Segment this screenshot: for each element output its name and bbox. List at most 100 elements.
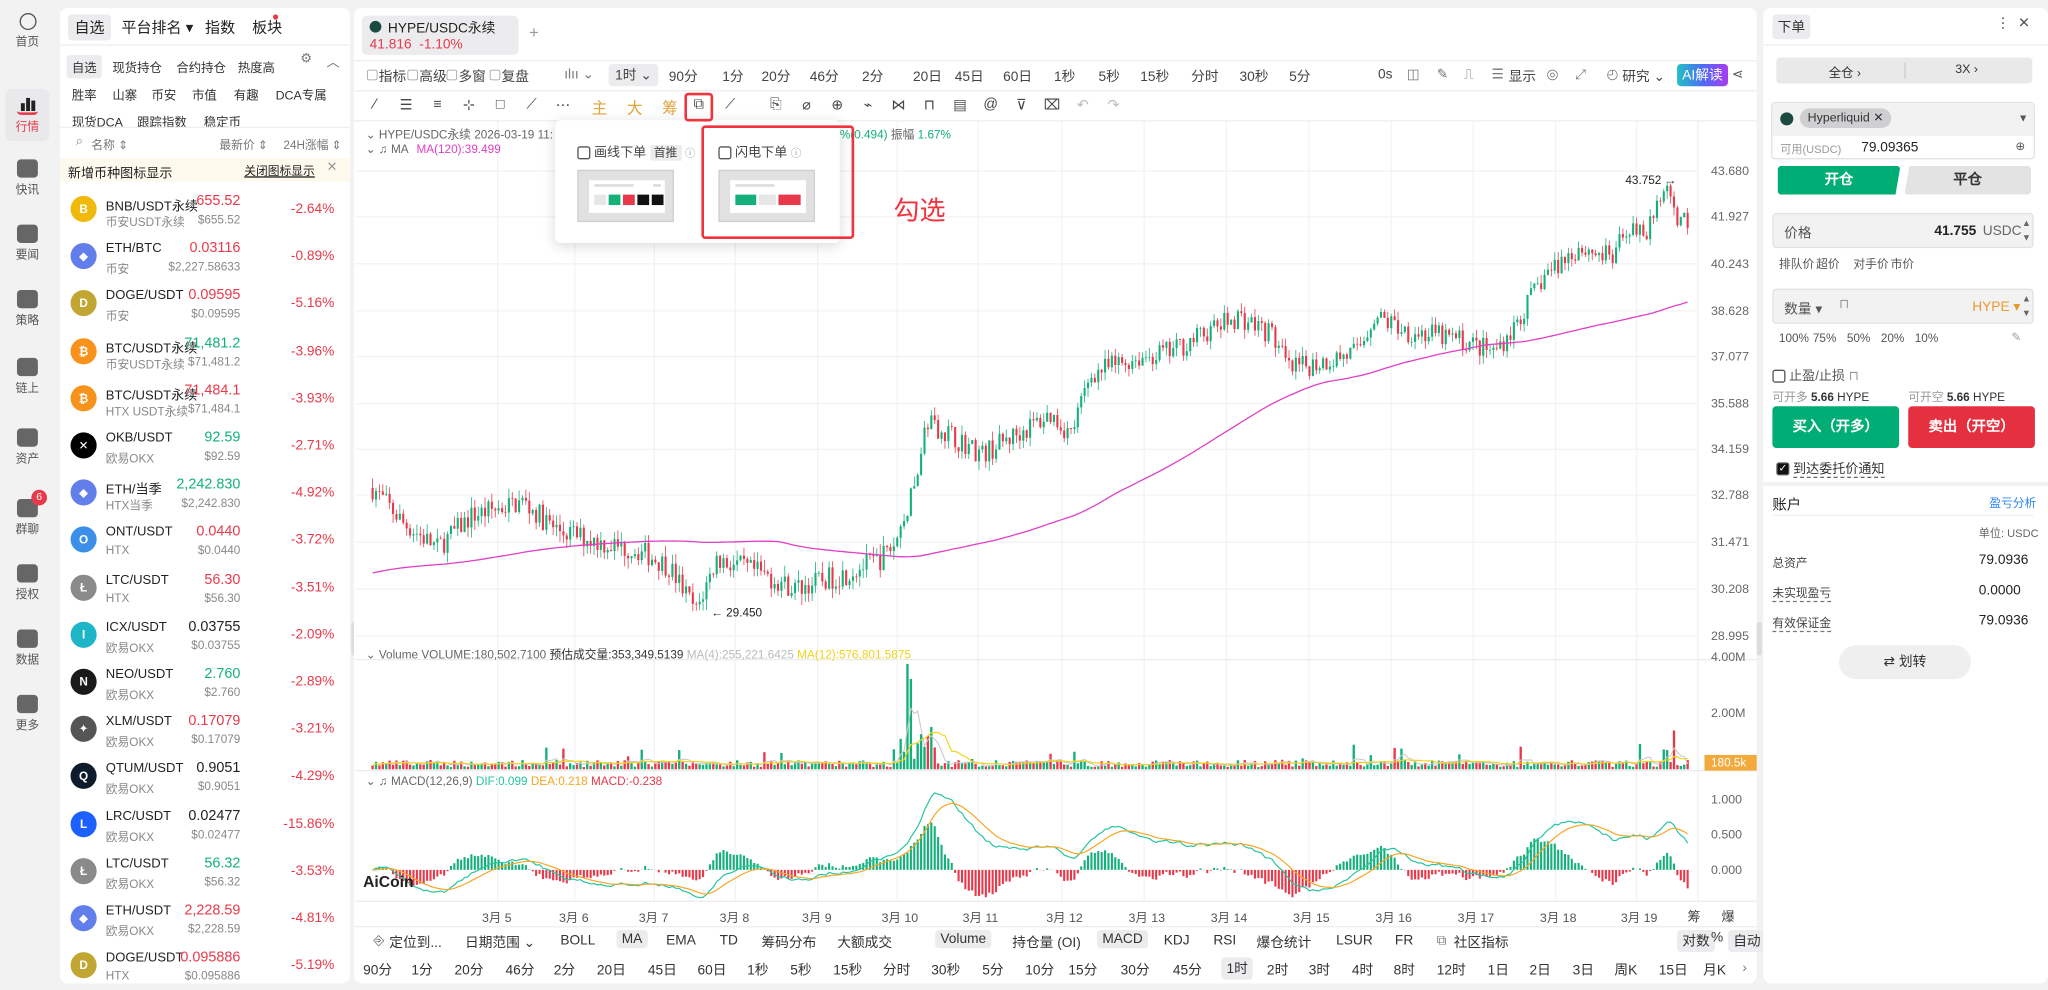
edit-icon[interactable]: ✎: [2011, 330, 2021, 344]
indicator-main[interactable]: BOLL: [560, 933, 595, 949]
indicator-main[interactable]: MA: [616, 930, 647, 948]
nav-item-2[interactable]: 快讯: [5, 157, 49, 201]
transfer-button[interactable]: ⇄ 划转: [1839, 645, 1971, 679]
interval-option[interactable]: 2分: [554, 960, 575, 980]
tpsl-checkbox[interactable]: [1772, 370, 1785, 383]
price-input[interactable]: 价格 41.755 USDC ▲▼: [1772, 213, 2033, 248]
interval-option[interactable]: 5分: [982, 960, 1003, 980]
buy-long-button[interactable]: 买入（开多）: [1772, 406, 1899, 448]
dropdown-caret-icon[interactable]: ▼: [2018, 112, 2028, 124]
indicator-main[interactable]: 筹码分布: [761, 933, 816, 953]
interval-option[interactable]: 45日: [648, 960, 677, 980]
interval-option[interactable]: 8时: [1394, 960, 1415, 980]
close-panel-icon[interactable]: ✕: [2018, 14, 2030, 31]
indicator-main[interactable]: EMA: [666, 933, 696, 949]
line-order-option[interactable]: 画线下单 首推 ⓘ: [577, 141, 695, 161]
scale-option[interactable]: 自动: [1728, 930, 1766, 952]
interval-option[interactable]: 12时: [1437, 960, 1466, 980]
interval-option[interactable]: 45分: [1173, 960, 1202, 980]
interval-option[interactable]: 2时: [1267, 960, 1288, 980]
pnl-analysis-link[interactable]: 盈亏分析: [1989, 494, 2036, 511]
chip-distribution-toggle[interactable]: 筹: [1688, 905, 1701, 925]
open-position-tab[interactable]: 开仓: [1778, 166, 1901, 195]
price-type-option[interactable]: 对手价: [1853, 255, 1888, 272]
scale-option[interactable]: %: [1711, 930, 1723, 946]
price-type-option[interactable]: 超价: [1816, 255, 1840, 272]
interval-option[interactable]: 分时: [883, 960, 910, 980]
line-order-preview[interactable]: [577, 170, 674, 222]
quantity-input[interactable]: 数量 ▾ ⊓ HYPE ▾ ▲▼: [1772, 289, 2033, 324]
interval-option[interactable]: 1分: [411, 960, 432, 980]
quantity-unit[interactable]: HYPE ▾: [1972, 299, 2020, 315]
indicator-sub[interactable]: FR: [1395, 933, 1413, 949]
collapse-icon[interactable]: ⌄: [366, 648, 379, 661]
interval-option[interactable]: 1时: [1221, 957, 1253, 979]
nav-item-10[interactable]: 更多: [5, 692, 49, 736]
help-icon[interactable]: ⓘ: [685, 148, 695, 160]
indicator-sub[interactable]: MACD: [1097, 930, 1148, 948]
interval-option[interactable]: 46分: [505, 960, 534, 980]
interval-option[interactable]: 30秒: [931, 960, 960, 980]
interval-option[interactable]: 15分: [1068, 960, 1097, 980]
date-range-button[interactable]: 日期范围 ⌄: [465, 933, 535, 953]
interval-option[interactable]: 周K: [1614, 960, 1637, 980]
nav-item-4[interactable]: 策略: [5, 287, 49, 331]
interval-option[interactable]: 2日: [1529, 960, 1550, 980]
nav-item-8[interactable]: 授权: [5, 562, 49, 606]
margin-mode-button[interactable]: 全仓 ›: [1829, 63, 1861, 81]
add-funds-icon[interactable]: ⊕: [2015, 140, 2025, 154]
interval-option[interactable]: 3日: [1573, 960, 1594, 980]
interval-option[interactable]: 4时: [1352, 960, 1373, 980]
indicator-sub[interactable]: RSI: [1213, 933, 1236, 949]
nav-item-6[interactable]: 资产: [5, 426, 49, 470]
interval-option[interactable]: 90分: [363, 960, 392, 980]
lock-icon[interactable]: ⊓: [1839, 298, 1849, 312]
indicator-sub[interactable]: LSUR: [1336, 933, 1373, 949]
price-stepper[interactable]: ▲▼: [2022, 217, 2031, 246]
nav-item-3[interactable]: 要闻: [5, 222, 49, 266]
sell-short-button[interactable]: 卖出（开空）: [1908, 406, 2035, 448]
nav-item-1[interactable]: 行情: [5, 89, 49, 141]
interval-option[interactable]: 10分: [1025, 960, 1054, 980]
exchange-account-selector[interactable]: Hyperliquid ✕ ▼ 可用(USDC) 79.09365 ⊕: [1771, 102, 2035, 159]
interval-option[interactable]: 月K: [1703, 960, 1726, 980]
leverage-button[interactable]: 3X ›: [1955, 63, 1978, 77]
indicator-sub[interactable]: KDJ: [1164, 933, 1190, 949]
interval-option[interactable]: 20分: [455, 960, 484, 980]
interval-option[interactable]: 3时: [1309, 960, 1330, 980]
interval-option[interactable]: 15日: [1659, 960, 1688, 980]
collapse-icon[interactable]: ⌄: [366, 128, 379, 141]
more-menu-icon[interactable]: ⋮: [1996, 14, 2010, 31]
notify-option[interactable]: ✓ 到达委托价通知: [1776, 457, 1884, 477]
remove-exchange-icon[interactable]: ✕: [1873, 111, 1883, 125]
interval-option[interactable]: 20日: [597, 960, 626, 980]
indicator-sub[interactable]: Volume: [935, 930, 991, 948]
locate-button[interactable]: 定位到...: [389, 933, 442, 953]
indicator-main[interactable]: TD: [720, 933, 738, 949]
scale-option[interactable]: 对数: [1677, 930, 1715, 952]
percent-option[interactable]: 100%: [1779, 332, 1809, 345]
liquidation-toggle[interactable]: 爆: [1721, 905, 1734, 925]
notify-checkbox[interactable]: ✓: [1776, 463, 1789, 476]
percent-option[interactable]: 50%: [1847, 332, 1871, 345]
indicator-main[interactable]: 大额成交: [837, 933, 892, 953]
nav-item-0[interactable]: 首页: [5, 10, 49, 54]
collapse-right-handle[interactable]: [1757, 622, 1762, 656]
close-position-tab[interactable]: 平仓: [1904, 166, 2031, 195]
interval-option[interactable]: 5秒: [790, 960, 811, 980]
scroll-right-icon[interactable]: ›: [1742, 960, 1747, 976]
bell-icon[interactable]: ⌄ ♫: [366, 142, 388, 155]
interval-option[interactable]: 1日: [1488, 960, 1509, 980]
percent-option[interactable]: 20%: [1881, 332, 1905, 345]
nav-item-5[interactable]: 链上: [5, 355, 49, 399]
tpsl-option[interactable]: 止盈/止损 ⊓: [1772, 364, 1858, 384]
interval-option[interactable]: 30分: [1121, 960, 1150, 980]
interval-option[interactable]: 60日: [697, 960, 726, 980]
interval-option[interactable]: 1秒: [747, 960, 768, 980]
nav-item-9[interactable]: 数据: [5, 627, 49, 671]
indicator-sub[interactable]: 持仓量 (OI): [1012, 933, 1081, 953]
exchange-chip[interactable]: Hyperliquid ✕: [1800, 108, 1892, 128]
percent-option[interactable]: 75%: [1813, 332, 1837, 345]
quantity-stepper[interactable]: ▲▼: [2022, 293, 2031, 322]
